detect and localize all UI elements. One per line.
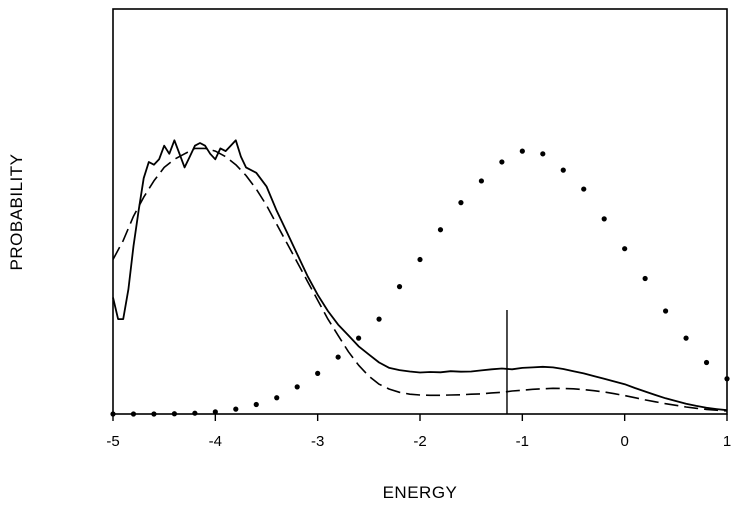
x-tick-label: -5: [106, 433, 119, 450]
data-point: [130, 411, 137, 417]
data-point: [171, 411, 177, 417]
data-point: [356, 335, 362, 341]
data-point: [683, 335, 689, 341]
data-point: [601, 216, 607, 222]
x-tick-label: -4: [209, 433, 222, 450]
data-point: [499, 159, 505, 165]
y-axis-title: PROBABILITY: [7, 154, 26, 271]
data-point: [396, 284, 403, 290]
data-point: [212, 409, 218, 415]
data-point: [703, 359, 710, 366]
series-layer: [110, 139, 730, 417]
x-axis-tick-labels: -5 -4 -3 -2 -1 0 1: [106, 433, 731, 450]
x-axis-title: ENERGY: [383, 483, 458, 502]
x-tick-label: 0: [620, 433, 628, 450]
data-point: [642, 275, 648, 282]
data-point: [151, 411, 157, 417]
x-tick-label: 1: [723, 433, 731, 450]
data-point: [663, 308, 669, 314]
data-point: [560, 167, 566, 173]
x-tick-label: -1: [516, 433, 529, 450]
data-point: [519, 148, 525, 154]
data-point: [294, 384, 300, 390]
data-point: [458, 200, 464, 206]
data-point: [376, 316, 382, 322]
data-point: [233, 406, 239, 412]
data-point: [315, 370, 321, 376]
series-dotted: [110, 148, 730, 417]
data-point: [581, 186, 587, 192]
data-point: [110, 411, 116, 417]
data-point: [274, 395, 280, 401]
data-point: [622, 246, 628, 252]
data-point: [478, 178, 484, 184]
series-dashed-line: [112, 147, 728, 412]
x-tick-label: -3: [311, 433, 324, 450]
plot-area-frame: [112, 8, 728, 415]
series-solid-line: [112, 139, 728, 412]
data-point: [540, 151, 546, 157]
x-tick-label: -2: [413, 433, 426, 450]
data-point: [335, 354, 341, 360]
x-axis-ticks: [112, 414, 728, 421]
data-point: [724, 376, 730, 382]
data-point: [253, 401, 259, 408]
data-point: [192, 410, 198, 416]
data-point: [417, 256, 423, 263]
data-point: [437, 227, 444, 233]
